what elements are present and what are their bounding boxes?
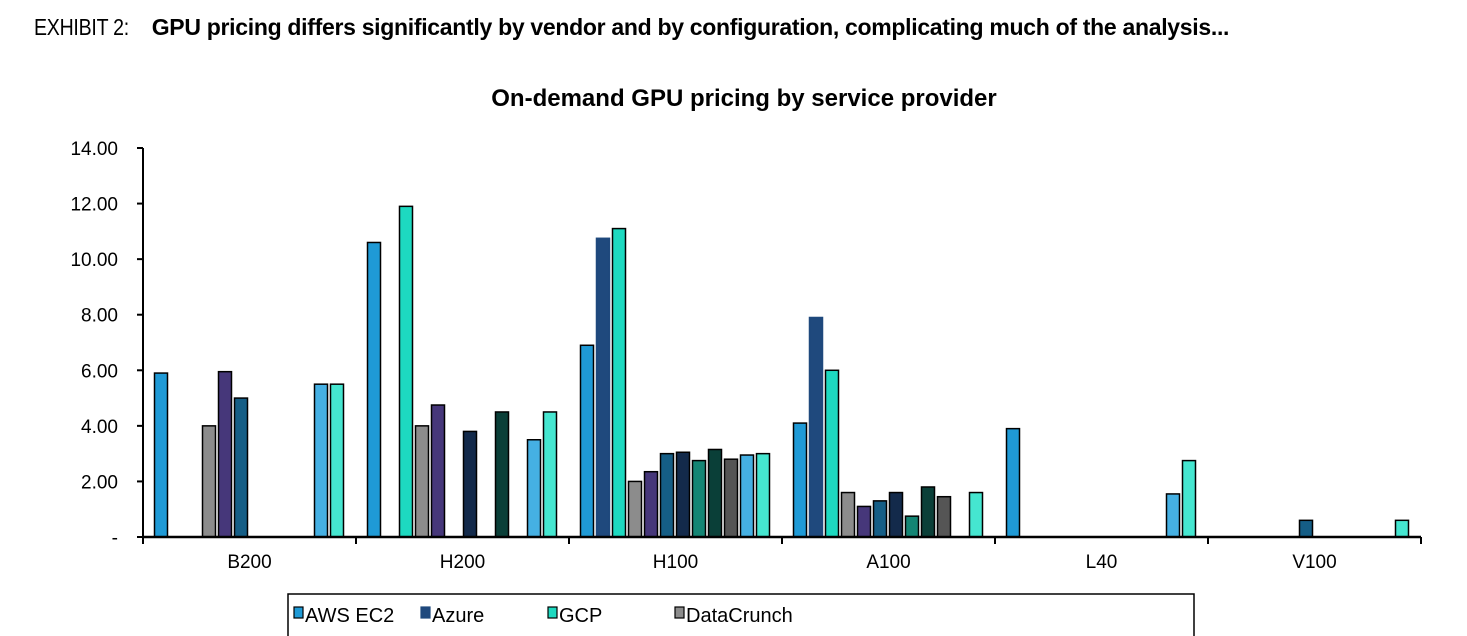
y-tick-label: -	[112, 528, 118, 549]
y-tick-label: 8.00	[81, 306, 118, 327]
bar-a100-series-4	[840, 491, 856, 538]
bar-h100-series-1	[579, 344, 595, 538]
chart-title: On-demand GPU pricing by service provide…	[491, 85, 996, 112]
bar-a100-series-8	[904, 515, 920, 538]
legend-swatch	[674, 606, 685, 619]
bar-h100-series-2	[595, 237, 611, 538]
y-tick-label: 12.00	[70, 195, 118, 216]
x-tick-label: L40	[1086, 552, 1118, 573]
bar-h100-series-9	[707, 448, 723, 538]
bar-h100-series-5	[643, 470, 659, 538]
y-tick-label: 6.00	[81, 361, 118, 382]
bar-h100-series-10	[723, 458, 739, 538]
bar-h200-series-9	[494, 411, 510, 538]
bar-l40-series-1	[1005, 427, 1021, 538]
bar-l40-series-11	[1165, 493, 1181, 538]
legend-label: GCP	[559, 605, 602, 627]
bar-a100-series-7	[888, 491, 904, 538]
legend: AWS EC2 Azure GCP DataCrunch	[287, 593, 1195, 636]
bar-b200-series-1	[153, 372, 169, 538]
bar-a100-series-6	[872, 500, 888, 538]
x-tick-label: A100	[866, 552, 910, 573]
y-tick-label: 2.00	[81, 472, 118, 493]
bar-a100-series-5	[856, 505, 872, 538]
legend-swatch	[547, 606, 558, 619]
bar-l40-series-12	[1181, 459, 1197, 538]
bar-a100-series-9	[920, 486, 936, 538]
bar-h100-series-7	[675, 451, 691, 538]
bar-v100-series-6	[1298, 519, 1314, 538]
legend-label: DataCrunch	[686, 605, 793, 627]
bar-b200-series-4	[201, 425, 217, 538]
bar-h100-series-3	[611, 227, 627, 538]
bar-h100-series-11	[739, 454, 755, 538]
bar-h200-series-3	[398, 205, 414, 538]
legend-swatch	[420, 606, 431, 619]
bar-a100-series-3	[824, 369, 840, 538]
legend-swatch	[293, 606, 304, 619]
bar-h200-series-1	[366, 241, 382, 538]
bar-h200-series-12	[542, 411, 558, 538]
y-tick-label: 14.00	[70, 139, 118, 160]
y-tick-label: 4.00	[81, 417, 118, 438]
legend-label: AWS EC2	[305, 605, 394, 627]
x-axis: B200 H200 H100 A100 L40 V100	[142, 535, 1422, 573]
bar-h100-series-4	[627, 480, 643, 538]
bar-b200-series-6	[233, 397, 249, 538]
legend-label: Azure	[432, 605, 484, 627]
x-tick-label: V100	[1292, 552, 1336, 573]
bar-b200-series-12	[329, 383, 345, 538]
bars	[153, 205, 1410, 538]
bar-h100-series-12	[755, 452, 771, 538]
bar-h100-series-6	[659, 452, 675, 538]
legend-box	[287, 593, 1195, 636]
bar-h200-series-4	[414, 425, 430, 538]
bar-a100-series-10	[936, 495, 952, 538]
y-tick-label: 10.00	[70, 250, 118, 271]
bar-b200-series-5	[217, 370, 233, 538]
x-tick-label: H100	[653, 552, 698, 573]
exhibit-label: EXHIBIT 2:	[34, 14, 129, 40]
bar-h200-series-7	[462, 430, 478, 538]
bar-b200-series-11	[313, 383, 329, 538]
bar-h200-series-5	[430, 404, 446, 538]
exhibit-headline: GPU pricing differs significantly by ven…	[151, 14, 1230, 40]
exhibit-heading: EXHIBIT 2: GPU pricing differs significa…	[34, 14, 1229, 41]
bar-a100-series-12	[968, 491, 984, 538]
x-tick-label: H200	[440, 552, 485, 573]
y-axis: - 2.00 4.00 6.00 8.00 10.00 12.00 14.00	[70, 139, 144, 549]
x-tick-label: B200	[227, 552, 271, 573]
bar-h200-series-11	[526, 439, 542, 538]
bar-v100-series-12	[1394, 519, 1410, 538]
bar-a100-series-2	[808, 316, 824, 538]
bar-a100-series-1	[792, 422, 808, 538]
bar-h100-series-8	[691, 459, 707, 538]
